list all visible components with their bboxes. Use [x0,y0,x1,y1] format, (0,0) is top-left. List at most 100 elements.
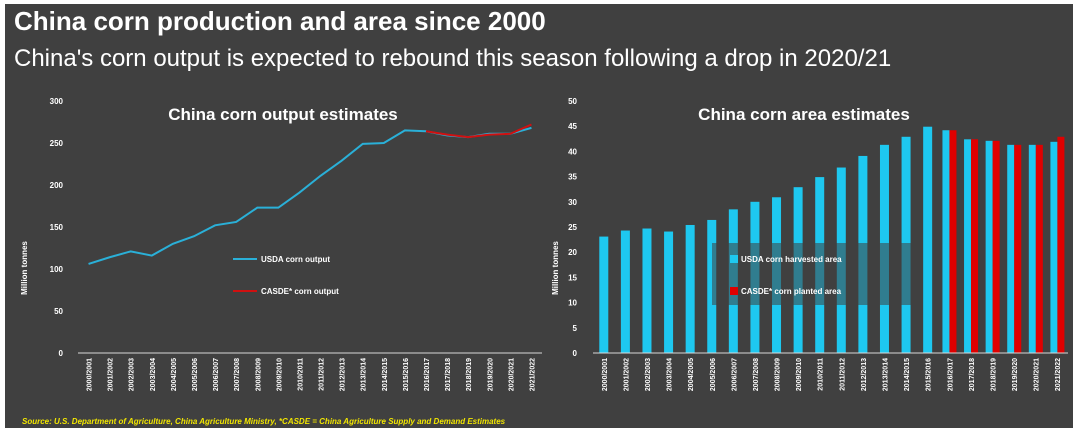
figure-title: China corn production and area since 200… [14,6,546,36]
x-tick-label: 2006/2007 [213,358,220,391]
y-tick-label: 30 [568,198,577,207]
chart-panel [5,4,1073,428]
x-tick-label: 2011/2012 [839,358,846,391]
x-tick-label: 2020/2021 [508,358,515,391]
x-tick-label: 2005/2006 [710,358,717,391]
y-tick-label: 0 [573,349,578,358]
x-tick-label: 2004/2005 [688,358,695,391]
y-tick-label: 100 [50,265,64,274]
x-tick-label: 2017/2018 [445,358,452,391]
x-tick-label: 2019/2020 [487,358,494,391]
y-axis-label: Million tonnes [551,241,560,295]
legend-label: USDA corn harvested area [741,255,842,264]
x-tick-label: 2003/2004 [150,358,157,391]
bar-usda [599,236,609,353]
y-tick-label: 300 [50,97,64,106]
bar-usda [942,130,950,353]
x-tick-label: 2000/2001 [87,358,94,391]
bar-usda [1007,144,1015,353]
x-tick-label: 2011/2012 [319,358,326,391]
legend-swatch [730,287,738,295]
bar-usda [1050,141,1058,353]
x-tick-label: 2014/2015 [904,358,911,391]
legend-label: CASDE* corn output [261,287,339,296]
y-tick-label: 50 [568,97,577,106]
y-tick-label: 5 [573,324,578,333]
x-tick-label: 2013/2014 [361,358,368,391]
bar-usda [985,140,993,353]
x-tick-label: 2007/2008 [234,358,241,391]
x-tick-label: 2007/2008 [753,358,760,391]
y-tick-label: 45 [568,122,577,131]
x-tick-label: 2006/2007 [731,358,738,391]
x-tick-label: 2008/2009 [255,358,262,391]
x-tick-label: 2012/2013 [340,358,347,391]
x-tick-label: 2020/2021 [1034,358,1041,391]
output-line-chart: China corn output estimates Million tonne… [20,97,542,391]
x-tick-label: 2001/2002 [108,358,115,391]
bar-usda [642,228,652,353]
y-tick-label: 20 [568,248,577,257]
x-tick-label: 2010/2011 [297,358,304,391]
x-tick-label: 2005/2006 [192,358,199,391]
x-tick-label: 2017/2018 [969,358,976,391]
legend-label: USDA corn output [261,255,330,264]
y-tick-label: 35 [568,173,577,182]
series-line-casde [425,123,532,139]
x-tick-label: 2021/2022 [529,358,536,391]
x-tick-label: 2008/2009 [775,358,782,391]
source-note: Source: U.S. Department of Agriculture, … [22,417,506,426]
y-tick-label: 25 [568,223,577,232]
y-tick-label: 50 [54,307,63,316]
legend-label: CASDE* corn planted area [741,287,842,296]
y-tick-label: 150 [50,223,64,232]
bar-usda [707,219,717,353]
legend-box [712,243,920,305]
x-tick-label: 2018/2019 [990,358,997,391]
bar-casde [971,139,979,353]
bar-usda [964,139,972,353]
bar-usda [1028,144,1036,353]
x-tick-label: 2010/2011 [818,358,825,391]
y-tick-label: 250 [50,139,64,148]
bar-casde [1014,144,1022,353]
x-tick-label: 2014/2015 [382,358,389,391]
bar-casde [1035,144,1043,353]
x-tick-label: 2002/2003 [645,358,652,391]
x-tick-label: 2016/2017 [424,358,431,391]
figure-subtitle: China's corn output is expected to rebou… [14,45,892,72]
area-bar-chart: China corn area estimates Million tonnes 0… [551,97,1068,391]
chart-title: China corn output estimates [168,105,398,124]
y-tick-label: 40 [568,147,577,156]
x-tick-label: 2013/2014 [882,358,889,391]
bar-usda [923,126,933,353]
x-tick-label: 2009/2010 [276,358,283,391]
x-tick-label: 2018/2019 [466,358,473,391]
x-tick-label: 2012/2013 [861,358,868,391]
x-tick-label: 2001/2002 [623,358,630,391]
x-tick-label: 2003/2004 [667,358,674,391]
x-tick-label: 2015/2016 [403,358,410,391]
x-tick-label: 2002/2003 [129,358,136,391]
x-tick-label: 2000/2001 [602,358,609,391]
series-line-usda [88,126,532,265]
x-tick-label: 2019/2020 [1012,358,1019,391]
x-tick-label: 2009/2010 [796,358,803,391]
bar-casde [949,130,957,353]
bar-usda [685,224,695,353]
y-tick-label: 15 [568,273,577,282]
x-tick-label: 2015/2016 [926,358,933,391]
y-tick-label: 0 [59,349,64,358]
bar-casde [992,140,1000,353]
bar-usda [620,230,630,353]
legend-swatch [730,255,738,263]
y-axis-label: Million tonnes [20,241,29,295]
x-tick-label: 2016/2017 [947,358,954,391]
y-tick-label: 10 [568,299,577,308]
chart-title: China corn area estimates [698,105,910,124]
x-tick-label: 2004/2005 [171,358,178,391]
bar-usda [664,231,674,353]
bar-casde [1057,136,1065,353]
x-tick-label: 2021/2022 [1055,358,1062,391]
